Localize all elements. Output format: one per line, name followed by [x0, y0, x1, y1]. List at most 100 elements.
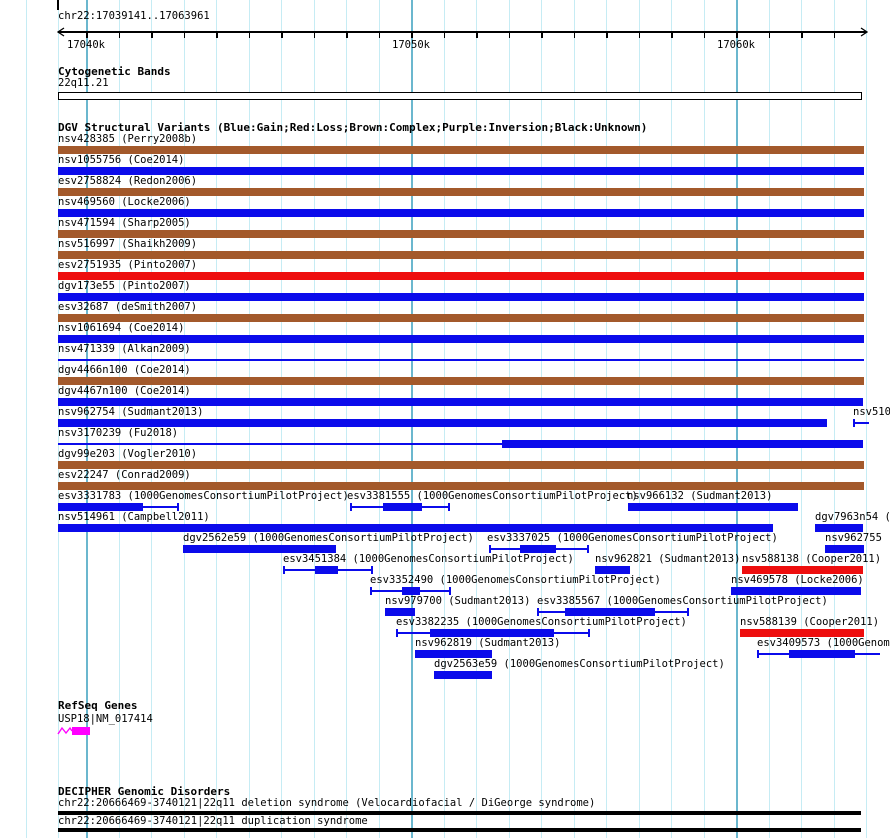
- variant-label[interactable]: esv3385567 (1000GenomesConsortiumPilotPr…: [537, 595, 828, 607]
- gene-exon-box[interactable]: [72, 727, 90, 735]
- variant-bar[interactable]: [565, 608, 655, 616]
- variant-bar[interactable]: [520, 545, 556, 553]
- variant-label[interactable]: esv3352490 (1000GenomesConsortiumPilotPr…: [370, 574, 661, 586]
- variant-bar[interactable]: [815, 524, 863, 532]
- variant-bar[interactable]: [434, 671, 492, 679]
- variant-bar[interactable]: [595, 566, 630, 574]
- variant-label[interactable]: nsv3170239 (Fu2018): [58, 427, 179, 439]
- variant-bar[interactable]: [789, 650, 855, 658]
- variant-bar[interactable]: [58, 524, 773, 532]
- variant-bar[interactable]: [58, 209, 864, 217]
- variant-bar[interactable]: [58, 251, 864, 259]
- variant-label[interactable]: dgv4467n100 (Coe2014): [58, 385, 191, 397]
- variant-bar[interactable]: [740, 629, 864, 637]
- variant-bar[interactable]: [58, 398, 863, 406]
- variant-label[interactable]: esv3331783 (1000GenomesConsortiumPilotPr…: [58, 490, 349, 502]
- variant-label[interactable]: esv3381555 (1000GenomesConsortiumPilotPr…: [347, 490, 638, 502]
- ruler-tick: [378, 31, 381, 38]
- variant-bar[interactable]: [402, 587, 420, 595]
- cytoband-bar[interactable]: [58, 92, 862, 100]
- variant-bar[interactable]: [58, 335, 864, 343]
- variant-bar[interactable]: [58, 419, 827, 427]
- variant-bar[interactable]: [183, 545, 336, 553]
- ruler-tick: [151, 31, 153, 38]
- ruler-arrow-right: [860, 27, 868, 37]
- variant-label[interactable]: nsv428385 (Perry2008b): [58, 133, 198, 145]
- variant-label[interactable]: esv2758824 (Redon2006): [58, 175, 198, 187]
- ruler-tick: [313, 31, 316, 38]
- variant-whisker-line: [370, 590, 402, 592]
- variant-label[interactable]: nsv962819 (Sudmant2013): [415, 637, 561, 649]
- ruler-tick: [801, 31, 803, 38]
- refseq-title: RefSeq Genes: [58, 699, 138, 712]
- variant-bar[interactable]: [383, 503, 422, 511]
- variant-label[interactable]: nsv962754 (Sudmant2013): [58, 406, 204, 418]
- variant-label[interactable]: dgv7963n54 (C: [815, 511, 890, 523]
- variant-label[interactable]: nsv588139 (Cooper2011): [740, 616, 880, 628]
- variant-label[interactable]: nsv962821 (Sudmant2013): [595, 553, 741, 565]
- variant-thin-bar[interactable]: [58, 443, 502, 445]
- variant-whisker-line: [338, 569, 371, 571]
- variant-bar[interactable]: [58, 377, 864, 385]
- cytoband-label[interactable]: 22q11.21: [58, 77, 109, 89]
- variant-whisker-tick: [371, 566, 373, 574]
- decipher-entry-label[interactable]: chr22:20666469-3740121|22q11 deletion sy…: [58, 797, 596, 809]
- variant-label[interactable]: dgv4466n100 (Coe2014): [58, 364, 191, 376]
- gridline: [866, 0, 868, 838]
- variant-label[interactable]: dgv173e55 (Pinto2007): [58, 280, 191, 292]
- variant-label[interactable]: esv32687 (deSmith2007): [58, 301, 198, 313]
- variant-label[interactable]: nsv471594 (Sharp2005): [58, 217, 191, 229]
- variant-bar[interactable]: [58, 293, 864, 301]
- variant-label[interactable]: nsv516997 (Shaikh2009): [58, 238, 198, 250]
- decipher-entry-bar[interactable]: [58, 811, 861, 815]
- variant-label[interactable]: nsv469578 (Locke2006): [731, 574, 864, 586]
- variant-label[interactable]: nsv588138 (Cooper2011): [742, 553, 882, 565]
- variant-whisker-tick: [587, 545, 589, 553]
- variant-bar[interactable]: [628, 503, 798, 511]
- decipher-entry-label[interactable]: chr22:20666469-3740121|22q11 duplication…: [58, 815, 368, 827]
- variant-bar[interactable]: [58, 503, 143, 511]
- ruler-tick: [346, 31, 348, 38]
- variant-label[interactable]: nsv979700 (Sudmant2013): [385, 595, 531, 607]
- variant-label[interactable]: esv3409573 (1000Genome: [757, 637, 890, 649]
- variant-bar[interactable]: [385, 608, 415, 616]
- variant-label[interactable]: dgv99e203 (Vogler2010): [58, 448, 198, 460]
- variant-bar[interactable]: [58, 272, 864, 280]
- variant-label[interactable]: dgv2562e59 (1000GenomesConsortiumPilotPr…: [183, 532, 474, 544]
- variant-bar[interactable]: [58, 188, 864, 196]
- variant-bar[interactable]: [58, 230, 864, 238]
- variant-whisker-tick: [448, 503, 450, 511]
- variant-label[interactable]: esv2751935 (Pinto2007): [58, 259, 198, 271]
- variant-label[interactable]: esv3337025 (1000GenomesConsortiumPilotPr…: [487, 532, 778, 544]
- ruler-tick: [638, 31, 641, 38]
- decipher-entry-bar[interactable]: [58, 828, 861, 832]
- variant-thin-bar[interactable]: [58, 359, 864, 361]
- dgv-title: DGV Structural Variants (Blue:Gain;Red:L…: [58, 121, 648, 134]
- variant-bar[interactable]: [58, 314, 864, 322]
- variant-bar[interactable]: [58, 167, 864, 175]
- variant-bar[interactable]: [58, 146, 864, 154]
- variant-label[interactable]: nsv510: [853, 406, 890, 418]
- variant-label[interactable]: nsv469560 (Locke2006): [58, 196, 191, 208]
- variant-label[interactable]: nsv962755 (: [825, 532, 890, 544]
- variant-label[interactable]: nsv966132 (Sudmant2013): [627, 490, 773, 502]
- gene-label[interactable]: USP18|NM_017414: [58, 713, 153, 725]
- variant-label[interactable]: dgv2563e59 (1000GenomesConsortiumPilotPr…: [434, 658, 725, 670]
- variant-label[interactable]: esv3382235 (1000GenomesConsortiumPilotPr…: [396, 616, 687, 628]
- variant-bar[interactable]: [58, 482, 864, 490]
- variant-bar[interactable]: [825, 545, 864, 553]
- variant-bar[interactable]: [742, 566, 863, 574]
- variant-bar[interactable]: [502, 440, 863, 448]
- variant-label[interactable]: nsv514961 (Campbell2011): [58, 511, 210, 523]
- variant-label[interactable]: esv3451384 (1000GenomesConsortiumPilotPr…: [283, 553, 574, 565]
- variant-label[interactable]: nsv1055756 (Coe2014): [58, 154, 185, 166]
- decipher-title: DECIPHER Genomic Disorders: [58, 785, 231, 798]
- variant-label[interactable]: nsv471339 (Alkan2009): [58, 343, 191, 355]
- variant-bar[interactable]: [430, 629, 554, 637]
- variant-label[interactable]: esv22247 (Conrad2009): [58, 469, 191, 481]
- variant-bar[interactable]: [58, 461, 864, 469]
- variant-bar[interactable]: [415, 650, 492, 658]
- variant-bar[interactable]: [315, 566, 338, 574]
- variant-label[interactable]: nsv1061694 (Coe2014): [58, 322, 185, 334]
- variant-bar[interactable]: [731, 587, 861, 595]
